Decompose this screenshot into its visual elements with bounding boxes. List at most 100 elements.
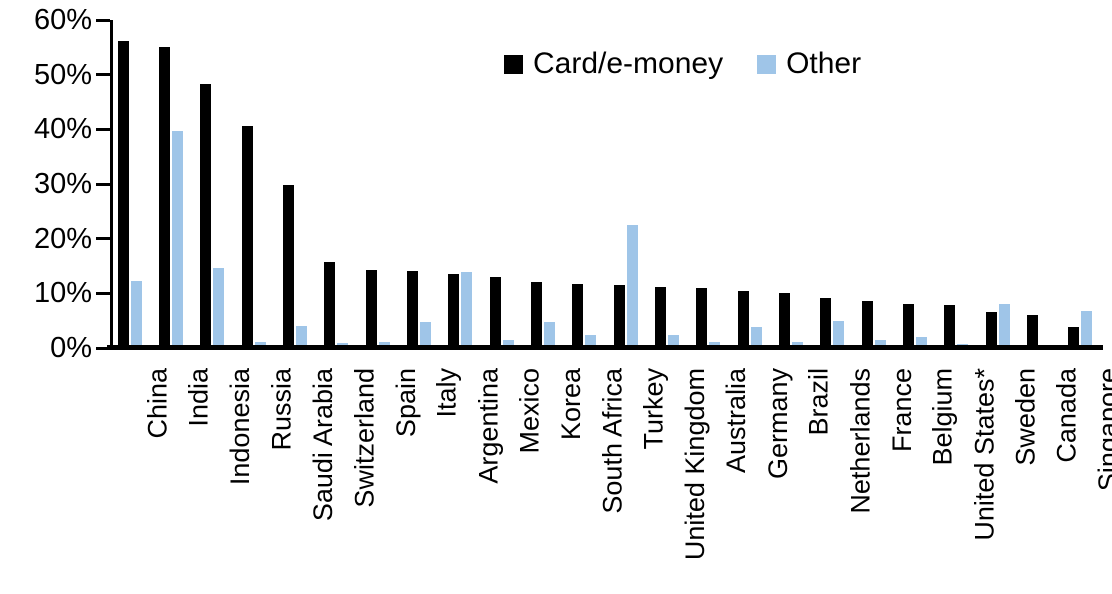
y-axis-label: 0% <box>50 332 92 364</box>
bar-group <box>481 20 522 345</box>
bar-other <box>667 335 679 345</box>
bar-card-e-money <box>737 290 749 345</box>
x-axis-line <box>107 345 1103 350</box>
bar-group <box>150 20 191 345</box>
x-axis-label-cell: Mexico <box>481 368 545 590</box>
y-axis-label: 40% <box>33 113 92 146</box>
bar-card-e-money <box>861 300 873 345</box>
x-axis-label-cell: Netherlands <box>812 368 875 590</box>
bar-other <box>833 321 845 345</box>
x-axis-label-cell: Italy <box>398 368 462 590</box>
x-axis-label-cell: Spain <box>357 368 421 590</box>
bar-other <box>791 342 803 345</box>
x-axis-labels: China India Indonesia Russia Saudi Arabia Swi… <box>109 368 1112 590</box>
bar-card-e-money <box>572 283 584 345</box>
bar-group <box>440 20 481 345</box>
bar-group <box>977 20 1018 345</box>
y-axis-label: 10% <box>33 277 92 310</box>
x-axis-label-cell: China <box>109 368 173 590</box>
legend-label-other: Other <box>786 47 862 80</box>
y-axis-tick <box>96 291 110 295</box>
bar-group <box>605 20 646 345</box>
x-axis-label-cell: France <box>853 368 917 590</box>
legend-swatch-other <box>757 54 777 74</box>
bar-card-e-money <box>944 304 956 345</box>
bar-other <box>130 280 142 345</box>
y-axis-label: 20% <box>33 222 92 255</box>
bar-card-e-money <box>654 287 666 345</box>
bar-group <box>770 20 811 345</box>
legend-item-card-e-money: Card/e-money <box>504 49 723 79</box>
bar-other <box>295 326 307 345</box>
bar-other <box>585 334 597 345</box>
x-axis-label-cell: Canada <box>1018 368 1082 590</box>
bar-other <box>171 131 183 345</box>
y-axis-label: 30% <box>33 168 92 200</box>
bar-other <box>213 268 225 345</box>
bar-other <box>254 342 266 345</box>
x-axis-label-cell: Belgium <box>894 368 958 590</box>
x-axis-label-cell: United States* <box>936 368 999 590</box>
bar-card-e-money <box>489 276 501 345</box>
bar-card-e-money <box>1068 326 1080 345</box>
bar-other <box>709 342 721 345</box>
bar-group <box>894 20 935 345</box>
bar-other <box>378 342 390 345</box>
legend: Card/e-money Other <box>504 49 861 79</box>
x-axis-label-cell: India <box>150 368 214 590</box>
x-axis-label: Singapore <box>1093 368 1112 492</box>
x-axis-label-cell: Turkey <box>605 368 669 590</box>
bar-other <box>998 303 1010 345</box>
bar-other <box>915 337 927 345</box>
x-axis-label-cell: United Kingdom <box>646 368 710 590</box>
bar-card-e-money <box>406 270 418 345</box>
bar-card-e-money <box>117 41 129 345</box>
bar-group <box>564 20 605 345</box>
y-axis-tick <box>96 182 110 186</box>
bar-card-e-money <box>613 284 625 345</box>
bar-card-e-money <box>282 184 294 345</box>
bar-card-e-money <box>985 311 997 345</box>
bar-card-e-money <box>241 126 253 345</box>
y-axis-tick <box>96 346 110 350</box>
legend-swatch-card-e-money <box>504 54 523 74</box>
bar-group <box>646 20 687 345</box>
bar-other <box>750 326 762 345</box>
bar-group <box>729 20 770 345</box>
bar-group <box>853 20 894 345</box>
plot-area <box>109 20 1101 345</box>
bar-card-e-money <box>778 293 790 345</box>
x-axis-label-cell: Sweden <box>977 368 1041 590</box>
bar-other <box>337 343 349 345</box>
bar-group <box>936 20 977 345</box>
bar-other <box>502 340 514 345</box>
x-axis-label-cell: Russia <box>233 368 297 590</box>
bar-card-e-money <box>530 281 542 345</box>
x-axis-label-cell: Brazil <box>770 368 834 590</box>
bar-group <box>274 20 315 345</box>
bar-group <box>522 20 563 345</box>
y-axis-tick <box>96 237 110 241</box>
x-axis-label-cell: South Africa <box>564 368 627 590</box>
bar-group <box>233 20 274 345</box>
bar-group <box>398 20 439 345</box>
bar-card-e-money <box>696 288 708 345</box>
y-axis-tick <box>96 127 110 131</box>
x-axis-label-cell: Singapore <box>1060 368 1112 590</box>
bar-group <box>357 20 398 345</box>
bar-group <box>1018 20 1059 345</box>
bar-card-e-money <box>365 270 377 345</box>
bar-other <box>874 339 886 345</box>
bar-card-e-money <box>820 297 832 345</box>
bar-card-e-money <box>902 303 914 345</box>
bar-card-e-money <box>1026 314 1038 345</box>
bar-other <box>419 322 431 345</box>
bar-card-e-money <box>158 46 170 345</box>
bar-other <box>1081 311 1093 345</box>
bar-card-e-money <box>448 274 460 345</box>
y-axis-line <box>110 20 113 348</box>
bar-other <box>461 272 473 345</box>
bar-other <box>957 343 969 345</box>
bar-group <box>1060 20 1101 345</box>
